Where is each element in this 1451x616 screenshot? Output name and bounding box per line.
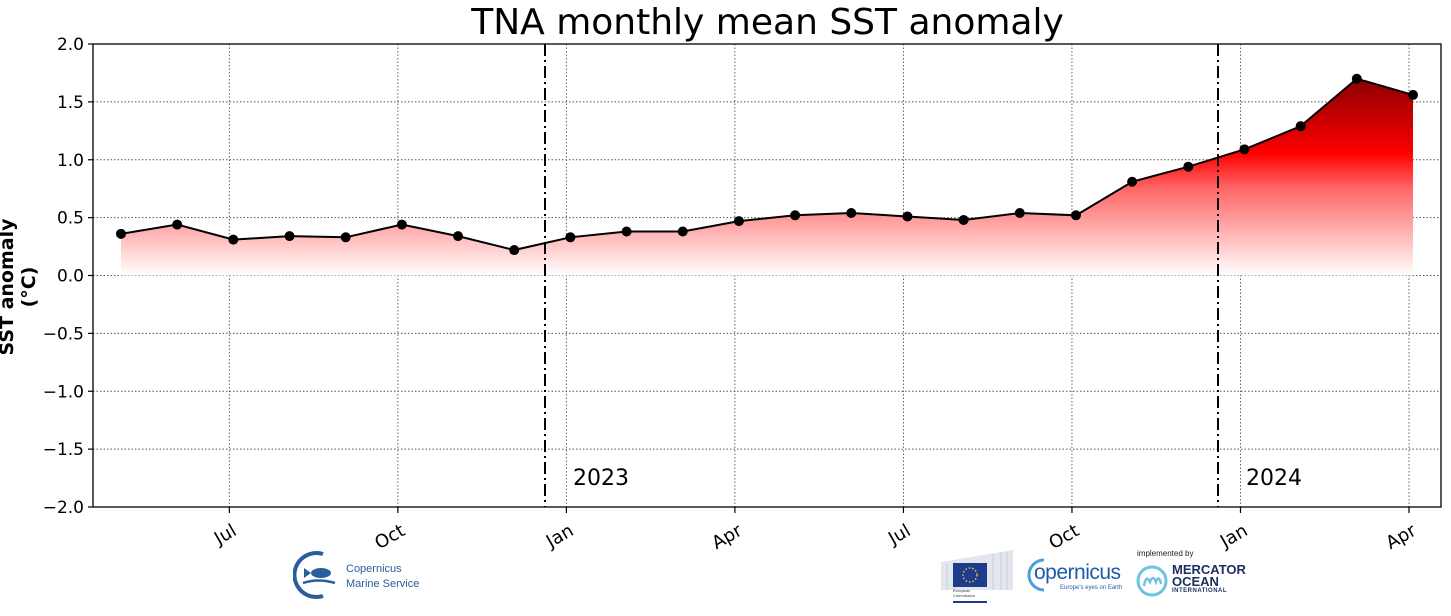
data-point bbox=[453, 231, 464, 242]
x-tick-label: Jul bbox=[884, 520, 914, 550]
mercator-line-2: OCEAN bbox=[1172, 574, 1219, 589]
copernicus-c-icon bbox=[1027, 558, 1045, 592]
x-tick-label: Oct bbox=[371, 520, 408, 554]
data-point bbox=[509, 245, 520, 256]
european-commission-logo: European Commission bbox=[937, 550, 1013, 605]
mercator-line-3: INTERNATIONAL bbox=[1172, 588, 1228, 594]
x-tick-label: Apr bbox=[708, 520, 746, 554]
y-tick-label: −1.5 bbox=[43, 440, 84, 460]
data-point bbox=[1014, 207, 1025, 218]
y-tick-label: 0.0 bbox=[57, 267, 84, 287]
year-divider-lines bbox=[544, 44, 1219, 507]
y-axis: 2.0 1.5 1.0 0.5 0.0 −0.5 −1.0 −1.5 −2.0 bbox=[43, 35, 93, 518]
copernicus-marine-logo: Copernicus Marine Service bbox=[292, 550, 443, 600]
year-label: 2024 bbox=[1246, 466, 1302, 491]
data-points bbox=[116, 73, 1418, 256]
data-point bbox=[1408, 89, 1418, 100]
x-tick-label: Jul bbox=[210, 520, 240, 550]
x-tick-label: Jan bbox=[1216, 520, 1251, 553]
y-tick-label: −1.0 bbox=[43, 382, 84, 402]
data-point bbox=[1070, 210, 1081, 221]
x-axis: Jul Oct Jan Apr Jul Oct Jan Apr bbox=[210, 507, 1420, 554]
mercator-m-icon bbox=[1136, 565, 1168, 597]
anomaly-area-fill bbox=[121, 78, 1413, 276]
y-axis-label: SST anomaly (°C) bbox=[0, 218, 40, 356]
data-point bbox=[958, 214, 969, 225]
ec-building-icon bbox=[941, 550, 1013, 603]
x-tick-label: Apr bbox=[1382, 520, 1420, 554]
copernicus-wordmark: opernicus bbox=[1034, 561, 1121, 584]
x-tick-label: Oct bbox=[1045, 520, 1082, 554]
y-tick-label: −0.5 bbox=[43, 324, 84, 344]
ec-line-2: Commission bbox=[953, 593, 976, 598]
data-point bbox=[621, 226, 632, 237]
y-tick-label: −2.0 bbox=[43, 498, 84, 518]
data-point bbox=[284, 231, 295, 242]
data-point bbox=[1295, 121, 1306, 132]
implemented-by-label: implemented by bbox=[1137, 549, 1194, 558]
mercator-line-1: MERCATOR bbox=[1172, 562, 1246, 577]
year-labels: 2023 2024 bbox=[573, 466, 1302, 491]
data-point bbox=[565, 232, 576, 243]
data-point bbox=[846, 207, 857, 218]
data-point bbox=[790, 210, 801, 221]
x-tick-label: Jan bbox=[542, 520, 577, 553]
data-point bbox=[1351, 73, 1362, 84]
data-point bbox=[1127, 176, 1138, 187]
mercator-ocean-logo: implemented by MERCATOR OCEAN INTERNATIO… bbox=[1136, 549, 1256, 601]
data-point bbox=[228, 234, 239, 245]
data-point bbox=[1183, 161, 1194, 172]
data-point bbox=[733, 216, 744, 227]
data-point bbox=[902, 211, 913, 222]
year-label: 2023 bbox=[573, 466, 629, 491]
y-tick-label: 2.0 bbox=[57, 35, 84, 55]
cms-line-2: Marine Service bbox=[346, 578, 420, 590]
ec-line-1: European bbox=[953, 588, 971, 593]
y-tick-label: 0.5 bbox=[57, 209, 84, 229]
y-tick-label: 1.5 bbox=[57, 93, 84, 113]
data-point bbox=[677, 226, 688, 237]
anomaly-line bbox=[120, 77, 1414, 252]
data-point bbox=[340, 232, 351, 243]
fish-wave-icon bbox=[292, 551, 336, 599]
data-point bbox=[396, 219, 407, 230]
data-point bbox=[172, 219, 183, 230]
cms-line-1: Copernicus bbox=[346, 563, 402, 575]
copernicus-tagline: Europe's eyes on Earth bbox=[1060, 585, 1123, 591]
copernicus-logo: opernicus Europe's eyes on Earth bbox=[1024, 556, 1124, 596]
data-point bbox=[1239, 144, 1250, 155]
data-point bbox=[116, 228, 126, 239]
chart-title: TNA monthly mean SST anomaly bbox=[471, 2, 1064, 43]
y-tick-label: 1.0 bbox=[57, 151, 84, 171]
